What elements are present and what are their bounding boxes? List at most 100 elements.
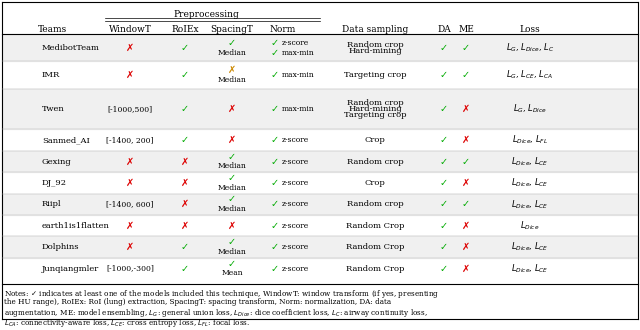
Text: ✗: ✗ [126, 156, 134, 167]
Text: ✓: ✓ [181, 43, 189, 53]
Text: ✗: ✗ [126, 178, 134, 188]
Text: ✓: ✓ [228, 173, 236, 183]
Text: Median: Median [218, 205, 246, 213]
Text: Norm: Norm [270, 25, 296, 34]
Text: ✗: ✗ [462, 104, 470, 114]
Text: ✓: ✓ [440, 199, 448, 209]
Text: augmentation, ME: model ensembling, $L_G$: general union loss, $L_{Dice}$: dice : augmentation, ME: model ensembling, $L_G… [4, 308, 428, 319]
Text: Crop: Crop [365, 179, 385, 187]
Text: ✓: ✓ [440, 264, 448, 274]
Text: ✓: ✓ [462, 199, 470, 209]
Text: Random crop: Random crop [347, 99, 403, 107]
Text: $L_{Dice}$, $L_{CE}$: $L_{Dice}$, $L_{CE}$ [511, 177, 549, 189]
Text: ✗: ✗ [462, 221, 470, 231]
Text: Riipl: Riipl [42, 200, 61, 208]
Text: ✗: ✗ [228, 65, 236, 75]
Text: RoIEx: RoIEx [171, 25, 199, 34]
Text: ✗: ✗ [228, 104, 236, 114]
Bar [2, 151, 638, 172]
Text: ✓: ✓ [271, 242, 279, 252]
Text: ✓: ✓ [271, 38, 279, 48]
Text: $L_G$, $L_{Dice}$: $L_G$, $L_{Dice}$ [513, 103, 547, 115]
Text: ✓: ✓ [440, 156, 448, 167]
Text: Random crop: Random crop [347, 200, 403, 208]
Text: DA: DA [437, 25, 451, 34]
Text: ✓: ✓ [271, 221, 279, 231]
Text: z-score: z-score [282, 200, 309, 208]
Text: ✗: ✗ [181, 178, 189, 188]
Text: Random crop: Random crop [347, 157, 403, 166]
Text: ✓: ✓ [271, 264, 279, 274]
Text: Gexing: Gexing [42, 157, 72, 166]
Text: ✗: ✗ [126, 43, 134, 53]
Text: $L_{Dice}$: $L_{Dice}$ [520, 219, 540, 232]
Text: [-1000,-300]: [-1000,-300] [106, 265, 154, 273]
Text: ✗: ✗ [126, 70, 134, 80]
Text: $L_{Dice}$, $L_{CE}$: $L_{Dice}$, $L_{CE}$ [511, 155, 549, 168]
Text: Random crop: Random crop [347, 41, 403, 49]
Text: WindowT: WindowT [109, 25, 152, 34]
Text: ✓: ✓ [440, 178, 448, 188]
Text: Targeting crop: Targeting crop [344, 111, 406, 119]
Text: $L_G$, $L_{CE}$, $L_{CA}$: $L_G$, $L_{CE}$, $L_{CA}$ [506, 69, 554, 81]
Text: ✗: ✗ [126, 242, 134, 252]
Text: max-min: max-min [282, 105, 315, 113]
Text: Dolphins: Dolphins [42, 243, 79, 251]
Text: z-score: z-score [282, 222, 309, 230]
Text: max-min: max-min [282, 49, 315, 56]
Text: Targeting crop: Targeting crop [344, 71, 406, 79]
Text: ✓: ✓ [271, 199, 279, 209]
Text: ✓: ✓ [228, 259, 236, 269]
Text: z-score: z-score [282, 243, 309, 251]
Text: [-1400, 200]: [-1400, 200] [106, 136, 154, 144]
Bar [2, 34, 638, 61]
Text: ✓: ✓ [228, 194, 236, 205]
Text: earth1is1flatten: earth1is1flatten [42, 222, 110, 230]
Text: ✗: ✗ [181, 221, 189, 231]
Text: ✓: ✓ [440, 135, 448, 145]
Text: $L_G$, $L_{Dice}$, $L_C$: $L_G$, $L_{Dice}$, $L_C$ [506, 42, 554, 54]
Text: $L_{Dice}$, $L_{CE}$: $L_{Dice}$, $L_{CE}$ [511, 198, 549, 211]
Text: Teams: Teams [37, 25, 67, 34]
Text: ✗: ✗ [126, 221, 134, 231]
Text: ✗: ✗ [181, 199, 189, 209]
Text: Twen: Twen [42, 105, 65, 113]
Text: ✓: ✓ [462, 43, 470, 53]
Text: Preprocessing: Preprocessing [173, 10, 239, 19]
Text: max-min: max-min [282, 71, 315, 79]
Text: Loss: Loss [520, 25, 540, 34]
Text: ✓: ✓ [440, 43, 448, 53]
Text: ✓: ✓ [271, 135, 279, 145]
Text: ✗: ✗ [462, 264, 470, 274]
Text: Crop: Crop [365, 136, 385, 144]
Text: ✗: ✗ [228, 135, 236, 145]
Text: SpacingT: SpacingT [211, 25, 253, 34]
Text: ✓: ✓ [440, 104, 448, 114]
Text: Mean: Mean [221, 269, 243, 278]
Text: Hard-mining: Hard-mining [348, 105, 402, 113]
Bar [2, 88, 638, 129]
Text: $L_{Dice}$, $L_{CE}$: $L_{Dice}$, $L_{CE}$ [511, 262, 549, 275]
Text: Random Crop: Random Crop [346, 243, 404, 251]
Text: ✓: ✓ [271, 178, 279, 188]
Text: z-score: z-score [282, 136, 309, 144]
Text: [-1400, 600]: [-1400, 600] [106, 200, 154, 208]
Text: Median: Median [218, 162, 246, 170]
Bar [2, 194, 638, 215]
Text: $L_{Dice}$, $L_{FL}$: $L_{Dice}$, $L_{FL}$ [512, 134, 548, 147]
Text: ✓: ✓ [181, 70, 189, 80]
Text: Data sampling: Data sampling [342, 25, 408, 34]
Text: Median: Median [218, 76, 246, 84]
Text: z-score: z-score [282, 179, 309, 187]
Text: IMR: IMR [42, 71, 60, 79]
Text: ✓: ✓ [462, 70, 470, 80]
Text: [-1000,500]: [-1000,500] [108, 105, 152, 113]
Text: ✗: ✗ [181, 156, 189, 167]
Text: ✓: ✓ [462, 156, 470, 167]
Text: ✗: ✗ [462, 178, 470, 188]
Text: Notes: $\checkmark$ indicates at least one of the models included this technique: Notes: $\checkmark$ indicates at least o… [4, 288, 439, 300]
Text: ✓: ✓ [271, 48, 279, 57]
Text: DJ_92: DJ_92 [42, 179, 67, 187]
Text: ✗: ✗ [228, 221, 236, 231]
Text: ✗: ✗ [462, 242, 470, 252]
